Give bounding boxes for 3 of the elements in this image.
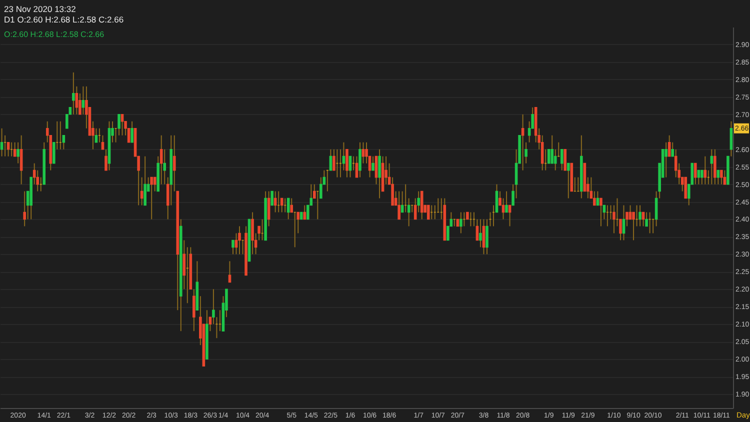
chart-title: 23 Nov 2020 13:32 <box>4 4 76 14</box>
chart-subtitle: D1 O:2.60 H:2.68 L:2.58 C:2.66 <box>4 14 124 24</box>
annotation: O:2.60 H:2.68 L:2.58 C:2.66 <box>4 30 105 39</box>
